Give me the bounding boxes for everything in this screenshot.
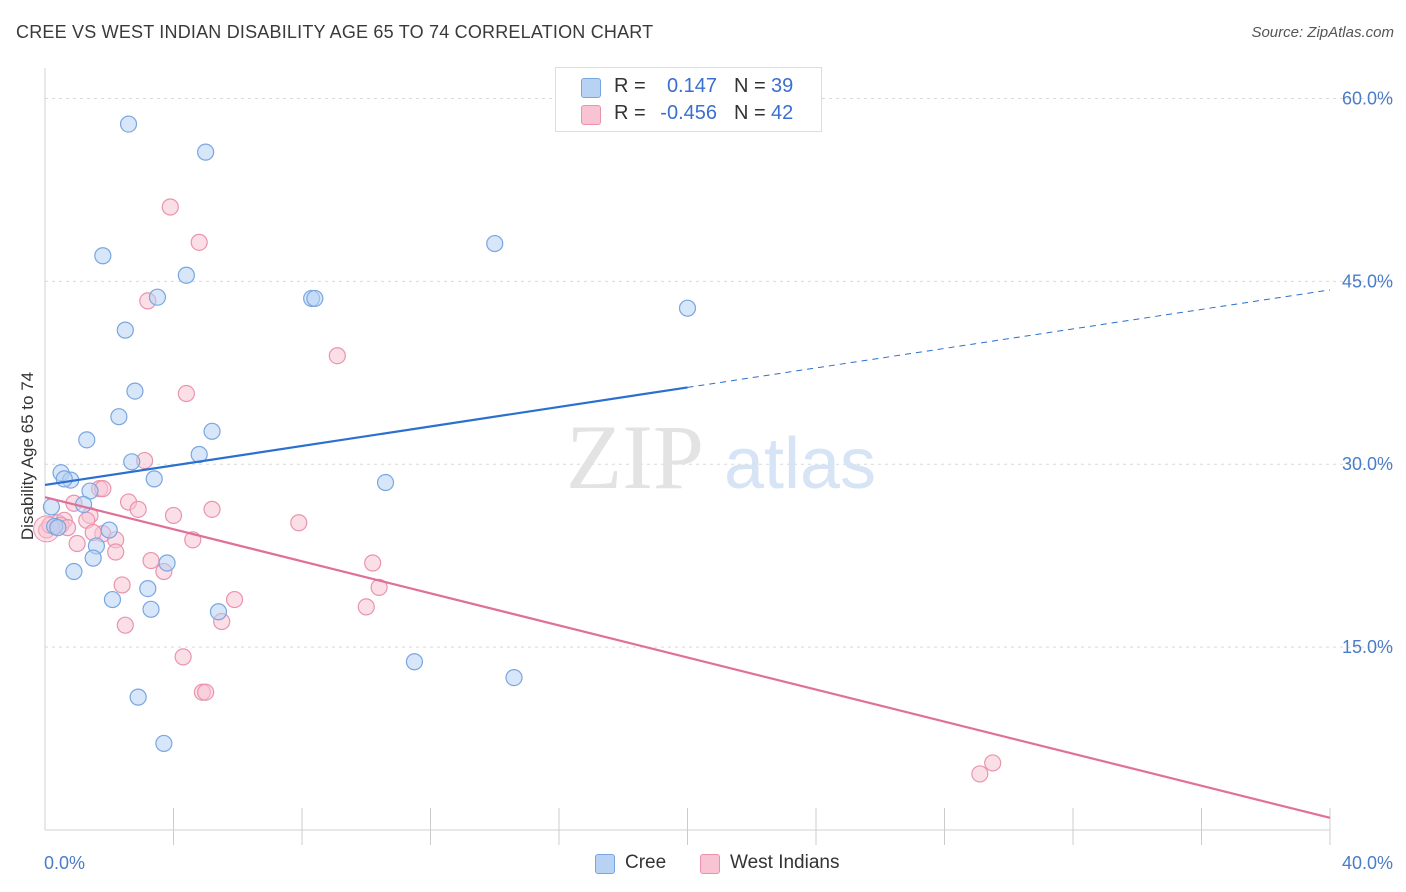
- cree-point[interactable]: [94, 247, 112, 265]
- cree-point[interactable]: [103, 590, 122, 609]
- y-tick-labels: 15.0% 30.0% 45.0% 60.0%: [1342, 88, 1393, 657]
- watermark-zip: ZIP: [566, 406, 704, 508]
- y-tick-label: 30.0%: [1342, 454, 1393, 474]
- cree-legend-swatch: [595, 854, 615, 874]
- cree-trend-line: [44, 386, 688, 487]
- west-indians-point[interactable]: [203, 500, 221, 518]
- legend-n-value-west-indians: 42: [771, 102, 794, 124]
- cree-trend-extension: [687, 289, 1331, 388]
- west-indians-point[interactable]: [142, 551, 160, 570]
- west-indians-point[interactable]: [225, 590, 244, 609]
- cree-point[interactable]: [123, 453, 141, 471]
- west-indians-swatch: [581, 105, 601, 125]
- west-indians-point[interactable]: [357, 598, 375, 616]
- gridlines: [45, 97, 1395, 648]
- cree-swatch: [581, 78, 601, 98]
- y-tick-label: 60.0%: [1342, 88, 1393, 108]
- west-indians-point[interactable]: [290, 514, 308, 532]
- cree-point[interactable]: [405, 653, 424, 671]
- cree-point[interactable]: [486, 234, 504, 253]
- trend-lines: [44, 289, 1331, 819]
- legend-r-value-cree: 0.147: [666, 75, 717, 97]
- cree-point[interactable]: [139, 579, 157, 598]
- west-indians-point[interactable]: [129, 500, 147, 518]
- cree-point[interactable]: [155, 734, 173, 753]
- legend-r-label: R =: [614, 75, 646, 97]
- cree-point[interactable]: [65, 562, 83, 581]
- cree-point[interactable]: [505, 668, 523, 687]
- cree-point[interactable]: [129, 688, 147, 706]
- legend-n-label: N =: [734, 102, 766, 124]
- cree-point[interactable]: [158, 554, 176, 572]
- west-indians-point[interactable]: [113, 576, 131, 594]
- cree-point[interactable]: [142, 600, 160, 618]
- west-indians-point[interactable]: [161, 198, 179, 216]
- cree-point[interactable]: [126, 382, 144, 400]
- west-indians-point[interactable]: [190, 233, 208, 251]
- cree-point[interactable]: [177, 266, 195, 284]
- cree-point[interactable]: [49, 519, 67, 537]
- west-indians-point[interactable]: [107, 543, 125, 561]
- cree-point[interactable]: [306, 289, 324, 308]
- x-ticks: 0.0% 40.0%: [44, 808, 1393, 873]
- correlation-legend: R = 0.147 N = 39 R = -0.456 N = 42: [555, 67, 822, 132]
- west-indians-trend-line: [44, 496, 1331, 819]
- cree-point[interactable]: [78, 431, 96, 449]
- cree-point[interactable]: [100, 521, 118, 539]
- cree-legend-label: Cree: [625, 852, 667, 873]
- cree-point[interactable]: [197, 143, 215, 161]
- cree-point[interactable]: [145, 470, 163, 488]
- cree-point[interactable]: [203, 422, 221, 440]
- x-tick-label: 40.0%: [1342, 853, 1393, 873]
- west-indians-point[interactable]: [177, 384, 195, 403]
- cree-point[interactable]: [678, 299, 697, 317]
- west-indians-point[interactable]: [984, 754, 1002, 772]
- cree-point[interactable]: [148, 288, 167, 306]
- legend-n-label: N =: [734, 75, 766, 97]
- y-tick-label: 45.0%: [1342, 271, 1393, 291]
- source-credit: Source: ZipAtlas.com: [1251, 24, 1394, 41]
- cree-point[interactable]: [116, 321, 134, 339]
- watermark-atlas: atlas: [724, 424, 876, 504]
- x-tick-label: 0.0%: [44, 853, 85, 873]
- legend-r-value-west-indians: -0.456: [660, 102, 717, 124]
- west-indians-point[interactable]: [164, 506, 183, 525]
- cree-point[interactable]: [110, 408, 128, 426]
- cree-points: [42, 115, 697, 753]
- chart-title: CREE VS WEST INDIAN DISABILITY AGE 65 TO…: [16, 22, 654, 42]
- cree-point[interactable]: [119, 115, 138, 133]
- west-indians-point[interactable]: [328, 347, 346, 365]
- y-tick-label: 15.0%: [1342, 637, 1393, 657]
- west-indians-point[interactable]: [116, 616, 134, 634]
- y-axis-label: Disability Age 65 to 74: [18, 372, 37, 540]
- west-indians-legend-swatch: [700, 854, 720, 874]
- west-indians-point[interactable]: [174, 648, 192, 666]
- cree-point[interactable]: [84, 549, 102, 567]
- west-indians-point[interactable]: [68, 534, 86, 553]
- cree-point[interactable]: [376, 473, 395, 492]
- west-indians-point[interactable]: [971, 765, 989, 783]
- west-indians-point[interactable]: [370, 578, 388, 596]
- cree-point[interactable]: [55, 470, 73, 488]
- watermark: ZIP atlas: [566, 406, 876, 508]
- cree-point[interactable]: [209, 603, 228, 621]
- west-indians-point[interactable]: [197, 683, 215, 701]
- west-indians-point[interactable]: [364, 554, 382, 572]
- cree-point[interactable]: [42, 498, 61, 516]
- legend-r-label: R =: [614, 102, 646, 124]
- legend-n-value-cree: 39: [771, 75, 794, 97]
- west-indians-legend-label: West Indians: [730, 852, 840, 873]
